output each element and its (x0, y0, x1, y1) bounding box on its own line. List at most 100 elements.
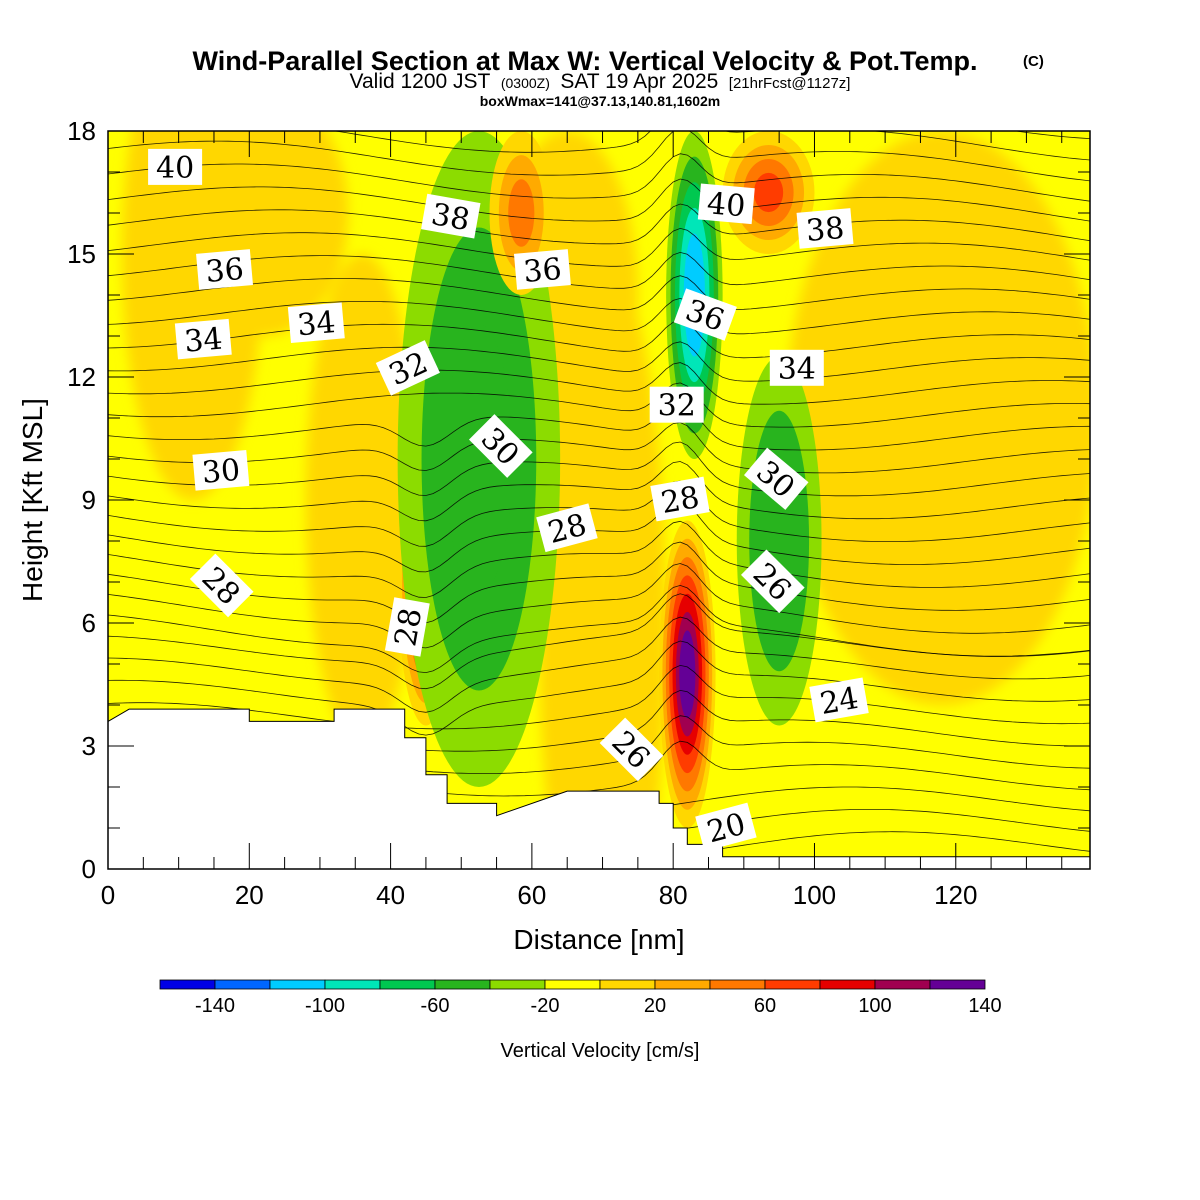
theta-contour-line (108, 616, 1090, 713)
downdraft-level (445, 323, 513, 595)
updraft-level (753, 172, 784, 213)
theta-contour-line (108, 664, 1090, 730)
x-axis-label: Distance [nm] (513, 924, 684, 955)
theta-contour-line (332, 131, 1090, 161)
colorbar-tick-label: 60 (754, 995, 776, 1017)
colorbar-bin (874, 979, 931, 990)
theta-contour-line (108, 541, 1090, 624)
theta-label-box (174, 318, 232, 360)
colorbar-tick-label: -20 (531, 995, 560, 1017)
chart-subtitle: Valid 1200 JST (0300Z) SAT 19 Apr 2025 [… (350, 70, 851, 93)
y-axis-label: Height [Kft MSL] (17, 398, 48, 602)
theta-contour-line (108, 227, 1090, 267)
theta-label-box (769, 349, 824, 386)
theta-label-box (673, 288, 737, 341)
theta-label: 34 (769, 349, 824, 387)
theta-contour-line (108, 319, 1090, 359)
theta-label-text: 38 (429, 197, 473, 238)
colorbar-tick-label: -100 (305, 995, 345, 1017)
theta-contour-line (108, 563, 1090, 649)
y-tick-label: 12 (67, 362, 96, 392)
subtitle-valid: Valid 1200 JST (350, 70, 491, 93)
theta-label-box (740, 549, 805, 614)
theta-contour-line (108, 131, 1090, 182)
theta-label: 34 (287, 302, 345, 343)
weak-updraft-region (835, 508, 963, 673)
theta-label-box (536, 503, 598, 553)
theta-label-box (809, 677, 869, 723)
theta-label-box (148, 148, 203, 185)
theta-contour-line (108, 275, 1090, 311)
theta-label-text: 40 (706, 186, 747, 224)
theta-label-box (743, 447, 809, 510)
theta-contour-line (108, 251, 1090, 289)
theta-contour-line (108, 402, 1090, 451)
theta-label: 28 (536, 503, 598, 553)
theta-label-box (599, 717, 664, 782)
colorbar-bin (654, 979, 711, 990)
theta-contour-line (108, 178, 1090, 222)
theta-label-text: 34 (296, 305, 337, 343)
y-tick-label: 18 (67, 116, 96, 146)
theta-contour-line (108, 584, 1090, 674)
theta-contour-line (108, 461, 1090, 522)
theta-label: 28 (384, 597, 430, 657)
colorbar-tick-label: -60 (421, 995, 450, 1017)
colorbar-bin (324, 979, 381, 990)
colorbar-label: Vertical Velocity [cm/s] (501, 1040, 700, 1062)
colorbar-bin (599, 979, 656, 990)
y-tick-label: 0 (82, 854, 96, 884)
theta-label: 38 (421, 193, 481, 239)
box-info: boxWmax=141@37.13,140.81,1602m (480, 93, 721, 109)
theta-label: 36 (196, 249, 253, 290)
subtitle-utc: (0300Z) (501, 75, 550, 91)
y-tick-label: 9 (82, 485, 96, 515)
theta-contour-line (108, 480, 1090, 547)
updraft-core (659, 520, 716, 828)
colorbar-bin (489, 979, 546, 990)
chart-title-mark: (C) (1023, 53, 1044, 70)
theta-label-text: 40 (156, 151, 194, 186)
theta-label-box (796, 208, 854, 249)
theta-label: 20 (695, 802, 757, 852)
colorbar-bin (214, 979, 271, 990)
theta-label-text: 34 (183, 322, 224, 360)
theta-label-text: 30 (200, 453, 241, 491)
theta-contour-line (108, 640, 1090, 736)
colorbar-bin (709, 979, 766, 990)
theta-label: 36 (673, 288, 737, 341)
colorbar-bin (434, 979, 491, 990)
subtitle-date: SAT 19 Apr 2025 (560, 70, 718, 93)
colorbar-tick-label: 100 (858, 995, 891, 1017)
theta-label: 32 (649, 386, 704, 424)
theta-label: 34 (174, 318, 232, 360)
theta-label: 24 (809, 677, 869, 723)
x-tick-label: 100 (793, 880, 836, 910)
theta-label-box (650, 476, 710, 522)
x-tick-label: 80 (659, 880, 688, 910)
theta-label-box (189, 553, 254, 618)
theta-contour-line (108, 520, 1090, 598)
theta-label: 30 (192, 450, 250, 491)
subtitle-forecast: [21hrFcst@1127z] (729, 75, 851, 92)
theta-contour-line (108, 297, 1090, 335)
colorbar: -140 -100 -60 -20 20 60 100 140 (159, 979, 1002, 1017)
theta-contour-line (108, 341, 1090, 382)
theta-contour-line (108, 441, 1090, 497)
theta-contour-line (108, 362, 1090, 405)
colorbar-bin (544, 979, 601, 990)
x-tick-label: 20 (235, 880, 264, 910)
colorbar-bin (819, 979, 876, 990)
chart-title: Wind-Parallel Section at Max W: Vertical… (193, 46, 978, 76)
theta-label-text: 32 (658, 389, 696, 424)
theta-label: 36 (513, 249, 571, 290)
y-tick-label: 15 (67, 239, 96, 269)
theta-contour-line (108, 203, 1090, 245)
downdraft-core (736, 356, 822, 726)
theta-label: 28 (650, 476, 710, 522)
theta-label-box (192, 450, 250, 491)
theta-label: 38 (796, 208, 854, 249)
theta-label-text: 36 (204, 252, 245, 290)
